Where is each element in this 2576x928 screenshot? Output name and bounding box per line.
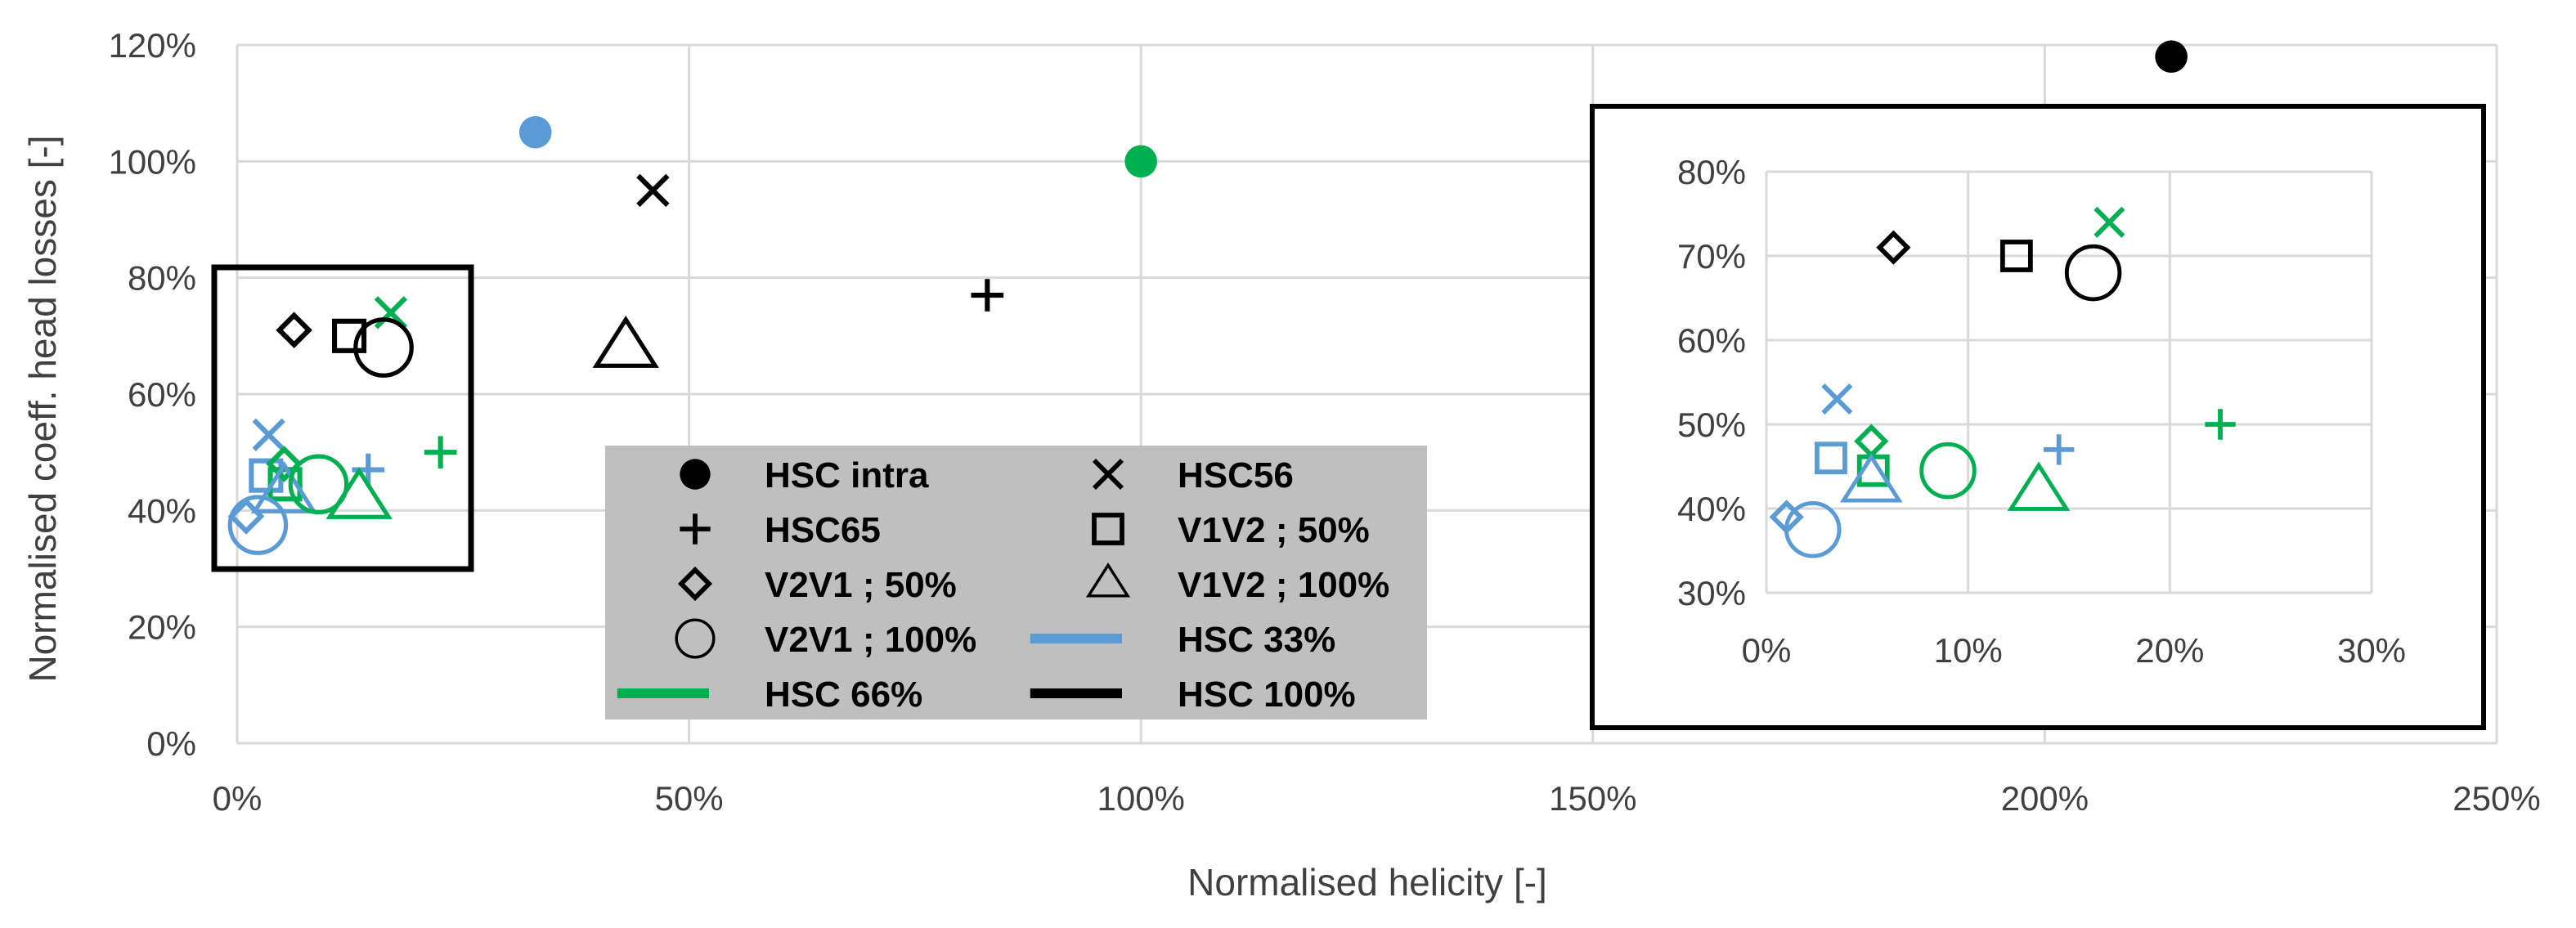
main-y-tick-label: 20%: [128, 608, 196, 647]
x-axis-title: Normalised helicity [-]: [1187, 861, 1547, 903]
point-v1v2-50-black: [331, 318, 367, 353]
legend-marker-v1v2-100: [1085, 562, 1131, 598]
point-hsc65-green: [424, 436, 457, 468]
inset-data-points: [1769, 206, 2236, 558]
zoom-region-box: [211, 264, 474, 572]
inset-gridlines: [1765, 170, 2373, 594]
point-v2v1-100-green: [288, 454, 349, 515]
inset-point-v2v1-50-black: [1876, 230, 1911, 265]
point-hsc65-blue: [352, 453, 385, 486]
legend-label-v2v1-50: V2V1 ; 50%: [765, 565, 957, 605]
point-v2v1-50-black: [276, 312, 312, 349]
point-v1v2-100-black: [592, 316, 659, 368]
legend-label-hsc-33: HSC 33%: [1178, 620, 1335, 660]
inset-frame: [1590, 104, 2486, 730]
main-x-tick-label: 0%: [213, 779, 263, 818]
point-hsc56-green: [374, 296, 408, 330]
inset-point-v1v2-50-black: [1999, 240, 2033, 272]
point-hsc65-black: [971, 279, 1004, 312]
inset-y-tick-label: 80%: [1677, 153, 1746, 191]
inset-point-v1v2-50-blue: [1815, 442, 1847, 475]
point-hsc56-black: [636, 173, 670, 208]
inset-point-v1v2-100-green: [2007, 461, 2071, 511]
point-hsc-intra-black: [2155, 40, 2188, 74]
main-x-tick-label: 100%: [1097, 779, 1184, 818]
inset-x-tick-label: 0%: [1742, 631, 1792, 670]
main-x-tick-label: 150%: [1549, 779, 1636, 818]
legend-label-v2v1-100: V2V1 ; 100%: [765, 620, 976, 660]
legend-label-hsc56: HSC56: [1178, 455, 1294, 495]
legend-marker-v1v2-50: [1092, 513, 1124, 545]
point-hsc-intra-green: [1124, 145, 1157, 178]
main-y-tick-label: 0%: [146, 724, 196, 763]
y-axis-title: Normalised coeff. head losses [-]: [21, 135, 64, 682]
inset-tick-labels: 0% 10% 20% 30% 30% 40% 50% 60% 70% 80%: [1677, 153, 2406, 670]
legend: HSC intra HSC56 HSC65 V1V2 ; 50% V2V1 ; 50% V…: [605, 446, 1427, 720]
inset-point-hsc56-green: [2094, 206, 2125, 238]
inset-y-tick-label: 30%: [1677, 574, 1746, 612]
legend-entries: HSC intra HSC56 HSC65 V1V2 ; 50% V2V1 ; 50% V…: [617, 455, 1389, 715]
main-x-tick-label: 250%: [2453, 779, 2540, 818]
inset-chart: 0% 10% 20% 30% 30% 40% 50% 60% 70% 80%: [1590, 104, 2486, 730]
main-data-points: [227, 40, 2188, 555]
main-y-tick-label: 80%: [128, 259, 196, 298]
main-y-tick-label: 40%: [128, 491, 196, 530]
inset-x-tick-label: 30%: [2337, 631, 2406, 670]
inset-x-tick-label: 10%: [1934, 631, 2003, 670]
point-v2v1-100-blue: [227, 495, 289, 555]
legend-label-hsc-100: HSC 100%: [1178, 675, 1356, 715]
legend-label-v1v2-50: V1V2 ; 50%: [1178, 510, 1370, 550]
point-v2v1-50-green: [266, 446, 303, 482]
inset-point-v2v1-100-black: [2064, 244, 2122, 302]
main-x-tick-label: 200%: [2001, 779, 2089, 818]
legend-label-hsc-intra: HSC intra: [765, 455, 929, 495]
inset-point-hsc65-blue: [2043, 434, 2075, 465]
legend-marker-v2v1-100: [675, 618, 716, 659]
legend-label-v1v2-100: V1V2 ; 100%: [1178, 565, 1389, 605]
inset-x-tick-label: 20%: [2135, 631, 2204, 670]
main-tick-labels: 0% 50% 100% 150% 200% 250% 0% 20% 40% 60% 80% 100% 1…: [109, 26, 2541, 818]
legend-marker-hsc65: [680, 513, 711, 545]
inset-y-tick-label: 40%: [1677, 490, 1746, 528]
main-x-tick-label: 50%: [655, 779, 724, 818]
inset-y-tick-label: 70%: [1677, 237, 1746, 276]
legend-label-hsc-66: HSC 66%: [765, 675, 922, 715]
legend-marker-hsc56: [1092, 458, 1124, 491]
point-hsc-intra-blue: [518, 115, 552, 149]
main-y-tick-label: 60%: [128, 375, 196, 414]
inset-y-tick-label: 60%: [1677, 321, 1746, 360]
legend-marker-v2v1-50: [677, 566, 713, 602]
inset-point-hsc56-blue: [1821, 383, 1853, 415]
legend-marker-hsc-intra: [680, 459, 711, 490]
inset-point-hsc65-green: [2205, 409, 2236, 440]
legend-label-hsc65: HSC65: [765, 510, 881, 550]
inset-point-v2v1-100-blue: [1784, 500, 1842, 558]
point-hsc56-blue: [252, 418, 285, 451]
point-v2v1-100-black: [353, 317, 414, 378]
main-y-tick-label: 120%: [109, 26, 196, 65]
inset-y-tick-label: 50%: [1677, 406, 1746, 444]
inset-point-v1v2-100-blue: [1839, 453, 1903, 503]
main-y-tick-label: 100%: [109, 142, 196, 181]
inset-point-v2v1-100-green: [1919, 442, 1977, 500]
legend-background: [605, 446, 1427, 720]
